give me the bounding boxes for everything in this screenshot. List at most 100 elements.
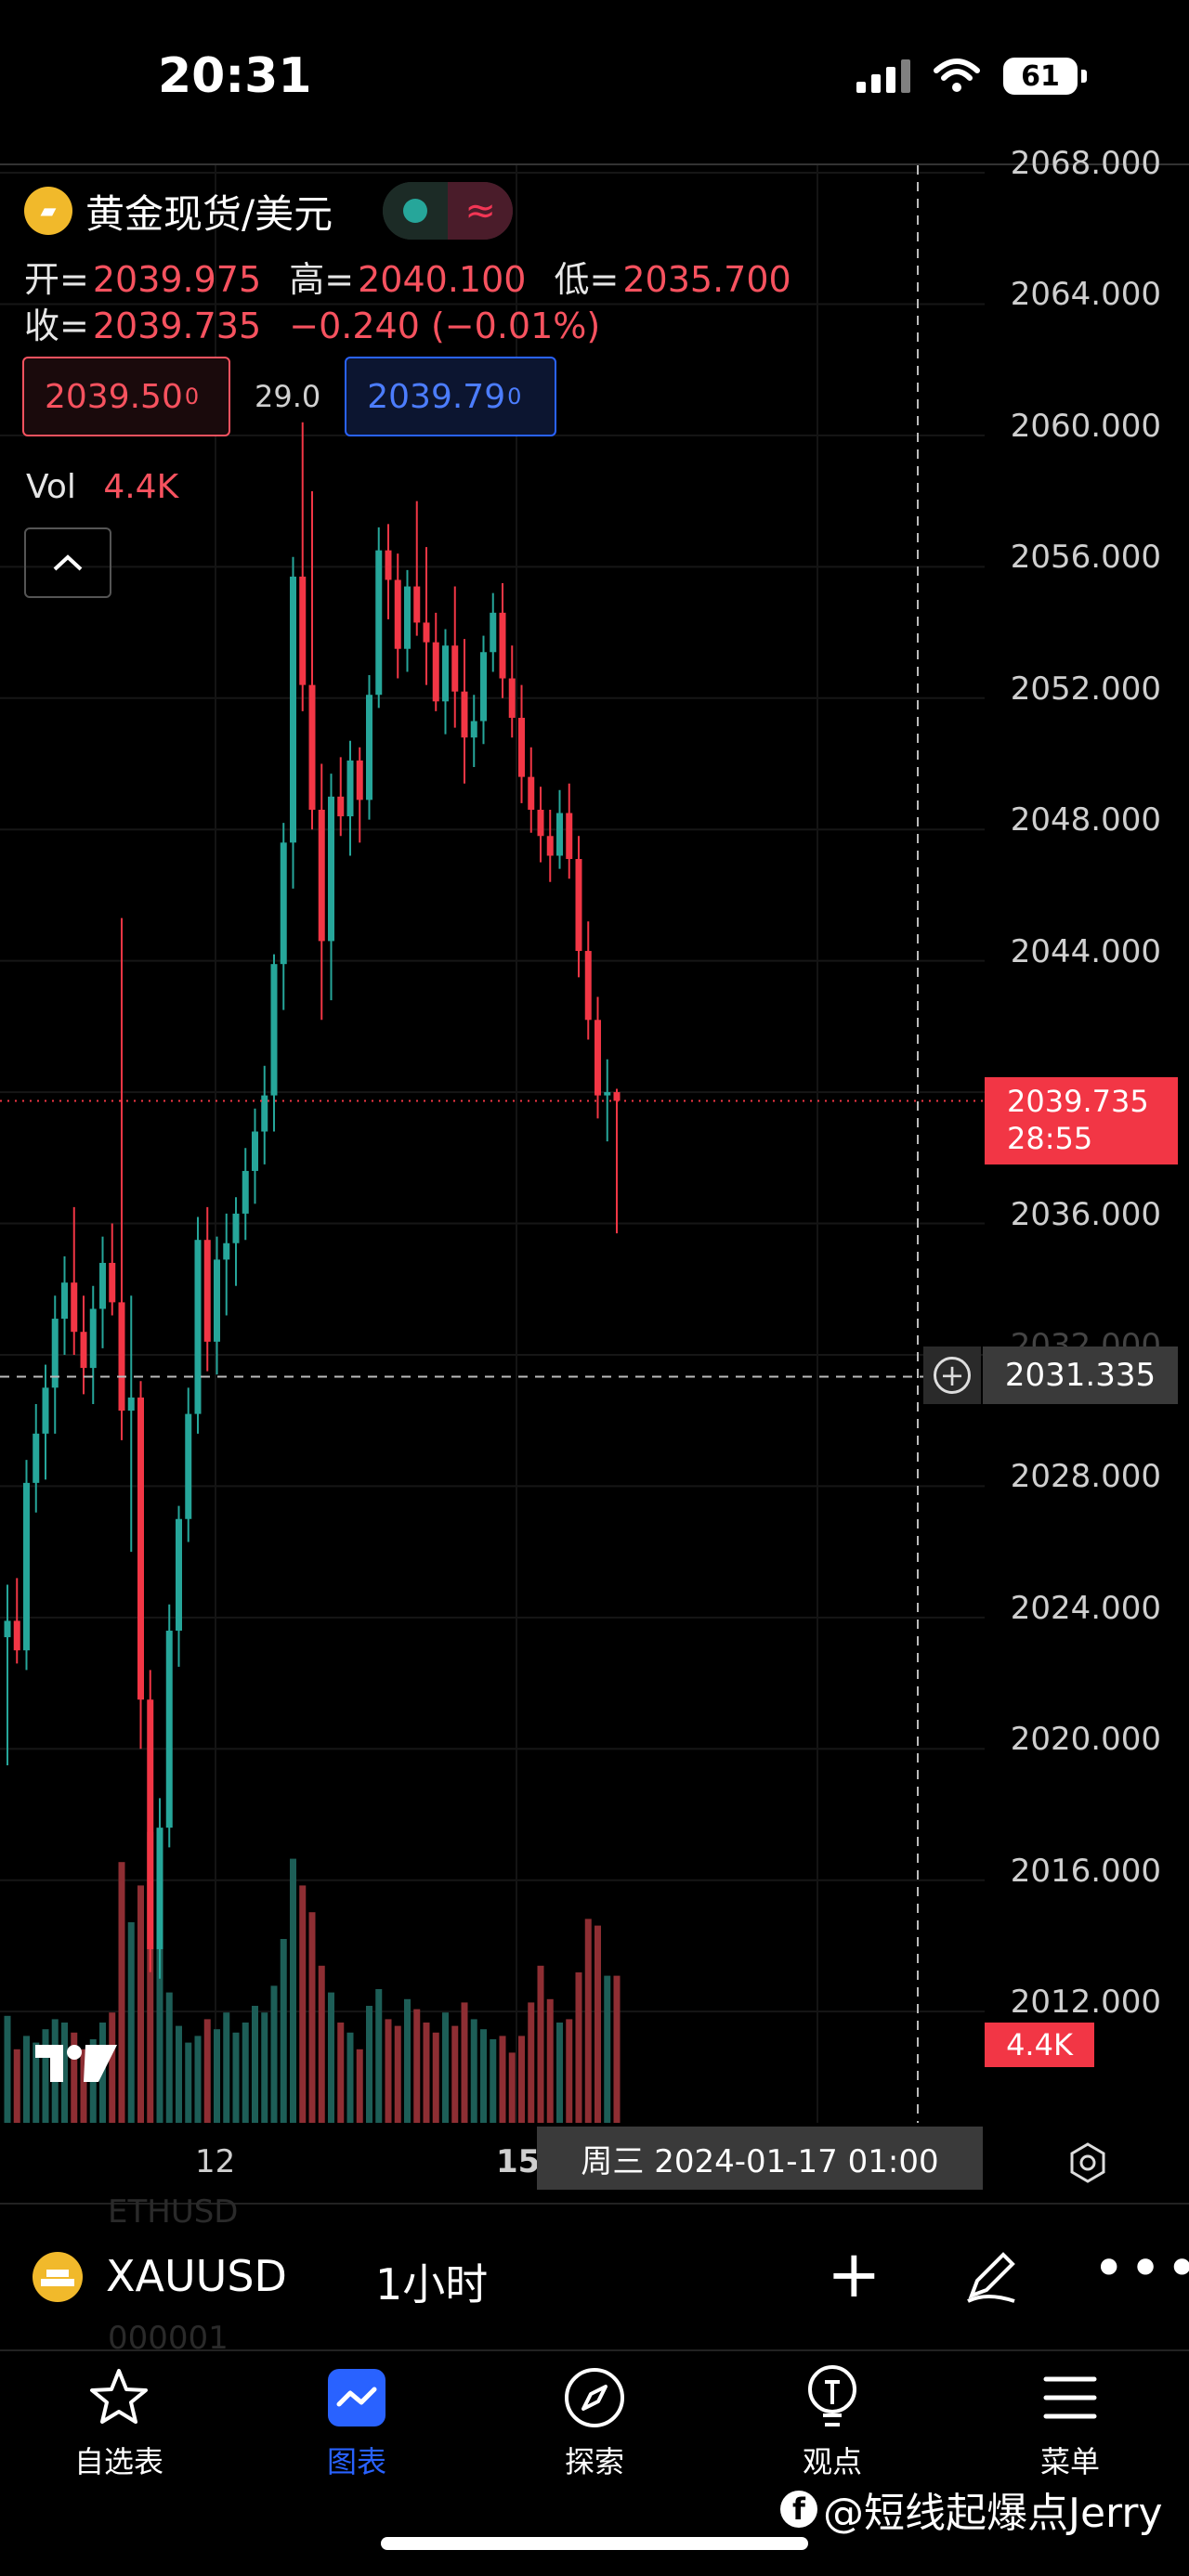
candle-body bbox=[194, 1240, 202, 1414]
add-alert-button[interactable]: + bbox=[923, 1347, 981, 1404]
time-tick-12: 12 bbox=[195, 2143, 236, 2180]
candle-body bbox=[432, 642, 439, 702]
interval-selector[interactable]: 1小时 bbox=[375, 2259, 489, 2309]
candle-body bbox=[23, 1482, 30, 1651]
volume-bar bbox=[242, 2023, 249, 2123]
price-tick: 2024.000 bbox=[1010, 1589, 1161, 1627]
chart-settings-icon[interactable] bbox=[1066, 2141, 1109, 2184]
watermark-text: @短线起爆点Jerry bbox=[823, 2490, 1163, 2537]
nav-menu[interactable]: 菜单 bbox=[986, 2359, 1154, 2481]
nav-chart[interactable]: 图表 bbox=[273, 2359, 440, 2481]
nav-watchlist[interactable]: 自选表 bbox=[35, 2359, 203, 2481]
candle-body bbox=[51, 1319, 59, 1388]
buy-button[interactable]: 2039.79 0 bbox=[345, 357, 557, 436]
symbol-list-prev[interactable]: ETHUSD bbox=[108, 2193, 239, 2231]
battery-icon: 61 bbox=[1003, 58, 1078, 95]
candle-body bbox=[337, 796, 345, 817]
bid-price-fraction: 0 bbox=[184, 384, 200, 410]
volume-bar bbox=[546, 1998, 554, 2123]
candle-body bbox=[89, 1308, 97, 1369]
volume-bar bbox=[413, 2009, 421, 2123]
candle-body bbox=[442, 645, 449, 702]
candle-body bbox=[566, 813, 573, 860]
symbol-list-next[interactable]: 000001 bbox=[108, 2320, 229, 2357]
candle-body bbox=[404, 586, 411, 649]
crosshair-price-tag: 2031.335 bbox=[983, 1347, 1178, 1404]
volume-bar bbox=[566, 2019, 573, 2123]
nav-explore[interactable]: 探索 bbox=[511, 2359, 678, 2481]
candle-body bbox=[299, 576, 307, 685]
volume-bar bbox=[328, 1992, 334, 2123]
volume-bar bbox=[499, 2036, 506, 2123]
volume-bar bbox=[80, 2049, 87, 2123]
market-open-icon bbox=[383, 182, 449, 240]
status-icons: 61 bbox=[856, 58, 1087, 95]
candle-body bbox=[109, 1262, 116, 1303]
candle-body bbox=[518, 717, 525, 777]
volume-bar bbox=[176, 2025, 182, 2123]
volume-bar bbox=[528, 2002, 535, 2123]
volume-bar bbox=[604, 1975, 611, 2123]
volume-bar bbox=[518, 2036, 525, 2123]
symbol-title[interactable]: 黄金现货/美元 bbox=[85, 190, 333, 237]
close-label: 收= bbox=[24, 306, 89, 346]
volume-bar bbox=[194, 2036, 202, 2123]
candle-body bbox=[280, 842, 287, 965]
market-status-pill[interactable]: ≈ bbox=[383, 182, 514, 240]
chevron-up-icon bbox=[53, 554, 83, 571]
volume-bar bbox=[33, 2042, 40, 2123]
candle-body bbox=[480, 652, 487, 722]
add-indicator-button[interactable]: + bbox=[827, 2236, 882, 2312]
volume-bar bbox=[71, 2032, 78, 2123]
high-label: 高= bbox=[289, 259, 355, 300]
candle-body bbox=[499, 612, 506, 679]
volume-bar bbox=[385, 2019, 392, 2123]
symbol-selector[interactable]: XAUUSD bbox=[106, 2251, 287, 2301]
candle-body bbox=[537, 809, 544, 837]
sell-button[interactable]: 2039.50 0 bbox=[22, 357, 230, 436]
price-tick: 2016.000 bbox=[1010, 1852, 1161, 1890]
volume-bar bbox=[137, 1885, 144, 2123]
candle-body bbox=[270, 964, 278, 1096]
volume-bar bbox=[290, 1858, 296, 2123]
volume-bar bbox=[185, 2042, 192, 2123]
price-tick: 2020.000 bbox=[1010, 1721, 1161, 1759]
last-price-tag: 2039.735 28:55 bbox=[985, 1077, 1178, 1164]
volume-bar bbox=[223, 2012, 230, 2123]
volume-legend[interactable]: Vol 4.4K bbox=[26, 468, 178, 506]
candle-body bbox=[385, 550, 392, 580]
tradingview-logo-icon bbox=[32, 2039, 121, 2101]
candle-body bbox=[613, 1092, 621, 1101]
menu-icon bbox=[1043, 2376, 1097, 2419]
volume-bar bbox=[61, 2023, 68, 2123]
candle-body bbox=[156, 1828, 163, 1949]
nav-label: 自选表 bbox=[73, 2444, 163, 2479]
drawing-tools-icon[interactable] bbox=[959, 2244, 1024, 2309]
chart-grid bbox=[0, 165, 985, 2123]
candle-body bbox=[232, 1213, 240, 1243]
nav-label: 探索 bbox=[564, 2444, 624, 2479]
candle-body bbox=[223, 1242, 230, 1260]
volume-bar bbox=[508, 2052, 516, 2123]
open-label: 开= bbox=[24, 259, 89, 300]
price-chart[interactable] bbox=[0, 165, 1189, 2123]
volume-bar bbox=[575, 1972, 582, 2123]
candle-body bbox=[546, 836, 554, 856]
time-tick-15: 15 bbox=[496, 2143, 541, 2180]
volume-bar bbox=[156, 1906, 163, 2123]
candle-body bbox=[203, 1240, 211, 1342]
bar-countdown: 28:55 bbox=[1007, 1121, 1093, 1156]
volume-bar bbox=[127, 1922, 135, 2123]
watermark: f @短线起爆点Jerry bbox=[780, 2479, 1163, 2539]
candle-body bbox=[394, 579, 401, 649]
more-options-icon[interactable]: ••• bbox=[1092, 2236, 1189, 2301]
collapse-legend-button[interactable] bbox=[24, 527, 111, 598]
candle-body bbox=[461, 691, 468, 738]
volume-bar bbox=[118, 1862, 125, 2123]
nav-ideas[interactable]: 观点 bbox=[749, 2359, 916, 2481]
gold-bars-icon: ▰ bbox=[24, 187, 72, 235]
candle-body bbox=[176, 1518, 182, 1631]
candle-body bbox=[4, 1620, 11, 1638]
candles bbox=[4, 422, 621, 1979]
price-tick: 2068.000 bbox=[1010, 145, 1161, 182]
